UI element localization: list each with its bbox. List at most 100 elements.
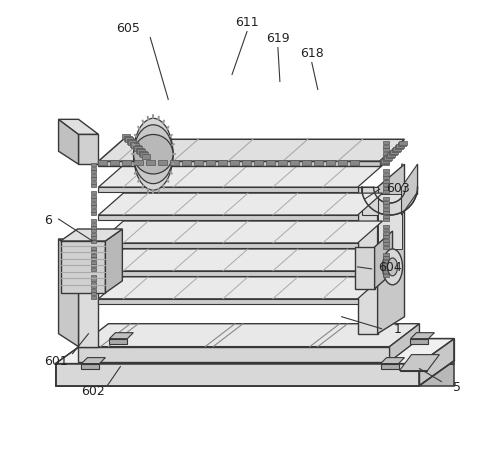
Polygon shape	[91, 168, 96, 170]
Text: 619: 619	[266, 32, 290, 45]
Polygon shape	[99, 222, 382, 243]
Polygon shape	[382, 201, 389, 204]
Polygon shape	[382, 146, 389, 148]
Polygon shape	[384, 157, 392, 160]
Polygon shape	[99, 161, 107, 166]
Polygon shape	[91, 230, 96, 233]
Polygon shape	[91, 275, 96, 278]
Polygon shape	[382, 190, 389, 194]
Polygon shape	[58, 120, 99, 135]
Text: 6: 6	[44, 213, 52, 226]
Polygon shape	[382, 170, 389, 173]
Polygon shape	[242, 161, 251, 166]
Text: 611: 611	[235, 16, 259, 29]
Polygon shape	[79, 135, 99, 165]
Polygon shape	[326, 161, 335, 166]
Polygon shape	[381, 159, 389, 163]
Polygon shape	[91, 202, 96, 205]
Polygon shape	[91, 195, 96, 198]
Polygon shape	[91, 192, 96, 195]
Polygon shape	[382, 142, 389, 145]
Polygon shape	[382, 218, 389, 222]
Text: 605: 605	[117, 22, 140, 35]
Polygon shape	[358, 188, 378, 334]
Polygon shape	[55, 364, 419, 386]
Polygon shape	[254, 161, 263, 166]
Polygon shape	[382, 163, 389, 166]
Polygon shape	[382, 229, 389, 232]
Polygon shape	[91, 293, 96, 296]
Polygon shape	[382, 159, 389, 162]
Polygon shape	[382, 198, 389, 201]
Polygon shape	[399, 141, 407, 146]
Polygon shape	[382, 177, 389, 180]
Polygon shape	[401, 165, 417, 216]
Polygon shape	[170, 161, 179, 166]
Polygon shape	[382, 149, 389, 152]
Polygon shape	[140, 153, 148, 158]
Polygon shape	[382, 208, 389, 211]
Polygon shape	[99, 188, 358, 193]
Polygon shape	[91, 247, 96, 251]
Polygon shape	[381, 364, 399, 369]
Polygon shape	[61, 241, 105, 293]
Polygon shape	[55, 339, 454, 364]
Polygon shape	[91, 219, 96, 223]
Polygon shape	[91, 237, 96, 240]
Polygon shape	[419, 339, 454, 386]
Text: 601: 601	[44, 354, 68, 367]
Polygon shape	[375, 231, 393, 289]
Polygon shape	[136, 148, 144, 153]
Polygon shape	[382, 184, 389, 187]
Polygon shape	[99, 271, 358, 276]
Polygon shape	[91, 269, 96, 271]
Text: 618: 618	[300, 47, 324, 60]
Polygon shape	[91, 289, 96, 292]
Polygon shape	[362, 188, 417, 216]
Polygon shape	[158, 161, 167, 166]
Polygon shape	[128, 141, 137, 146]
Polygon shape	[91, 261, 96, 264]
Polygon shape	[82, 364, 100, 369]
Polygon shape	[105, 230, 122, 293]
Polygon shape	[91, 199, 96, 202]
Polygon shape	[109, 339, 127, 344]
Ellipse shape	[134, 135, 173, 174]
Polygon shape	[124, 136, 132, 141]
Ellipse shape	[387, 258, 398, 276]
Polygon shape	[99, 299, 358, 304]
Polygon shape	[138, 150, 145, 155]
Polygon shape	[182, 161, 191, 166]
Polygon shape	[382, 225, 389, 229]
Polygon shape	[55, 364, 419, 386]
Polygon shape	[392, 149, 399, 153]
Polygon shape	[99, 216, 358, 220]
Ellipse shape	[382, 249, 402, 285]
Polygon shape	[381, 358, 404, 364]
Text: 1: 1	[394, 323, 401, 336]
Polygon shape	[355, 247, 375, 289]
Polygon shape	[349, 161, 359, 166]
Polygon shape	[382, 236, 389, 239]
Polygon shape	[290, 161, 299, 166]
Polygon shape	[99, 166, 382, 188]
Polygon shape	[380, 161, 387, 165]
Polygon shape	[131, 144, 139, 149]
Polygon shape	[91, 174, 96, 177]
Polygon shape	[411, 333, 434, 339]
Polygon shape	[278, 161, 287, 166]
Polygon shape	[91, 279, 96, 282]
Polygon shape	[91, 296, 96, 299]
Polygon shape	[230, 161, 239, 166]
Polygon shape	[389, 152, 397, 156]
Polygon shape	[314, 161, 323, 166]
Polygon shape	[382, 264, 389, 267]
Polygon shape	[91, 164, 96, 167]
Polygon shape	[91, 258, 96, 261]
Polygon shape	[61, 230, 122, 241]
Polygon shape	[91, 234, 96, 236]
Polygon shape	[382, 240, 389, 242]
Polygon shape	[382, 187, 389, 190]
Polygon shape	[382, 267, 389, 270]
Polygon shape	[338, 161, 347, 166]
